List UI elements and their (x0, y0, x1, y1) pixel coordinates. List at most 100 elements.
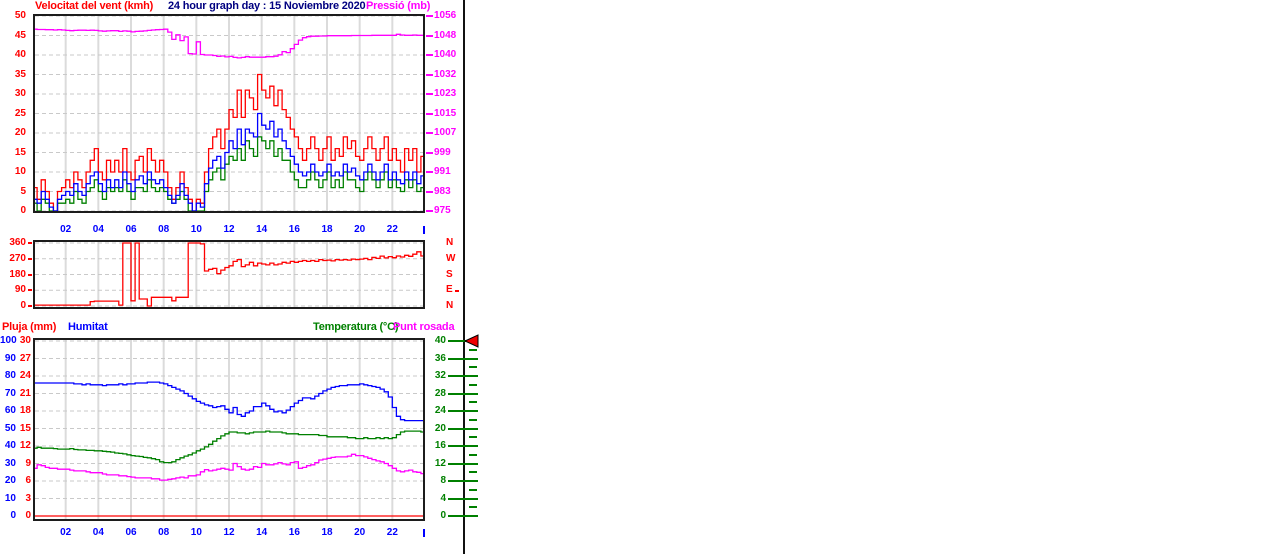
x-axis-tick-label: 08 (158, 527, 170, 538)
temperature-y-tick-label: 8 (440, 475, 446, 486)
pressure-y-tick-label: 1048 (434, 29, 457, 41)
x-axis-tick-label: 22 (386, 224, 398, 235)
temperature-y-tick-label: 28 (434, 387, 446, 399)
humidity-y-tick-label: 20 (4, 475, 16, 486)
temperature-y-tick-label-tick (448, 427, 478, 430)
dewpoint-axis-title: Punt rosada (393, 321, 455, 333)
rain-y-tick-label: 9 (25, 457, 31, 469)
direction-y-tick-label: 180 (9, 268, 26, 280)
temperature-y-tick-label-tick (448, 480, 478, 482)
rain-y-tick-label: 0 (25, 510, 31, 521)
temperature-minor-tick (469, 418, 477, 421)
humidity-y-tick-label: 80 (4, 370, 16, 381)
wind-axis-title: Velocitat del vent (kmh) (35, 0, 154, 12)
temperature-indicator-arrow (463, 334, 479, 348)
temperature-y-tick-label: 12 (434, 457, 446, 469)
rain-y-tick-label: 3 (25, 492, 31, 504)
temperature-y-tick-label: 0 (440, 510, 446, 521)
direction-y-tick-label: 270 (9, 252, 26, 264)
wind-y-tick-label: 45 (14, 29, 26, 41)
x-axis-tick-label: 04 (92, 224, 104, 235)
x-axis-tick-label: 08 (158, 224, 170, 235)
rain-y-tick-label: 21 (19, 387, 31, 399)
humidity-y-tick-label: 100 (0, 335, 17, 346)
pressure-y-tick-label-tick (426, 151, 433, 154)
temperature-minor-tick (469, 348, 477, 351)
temperature-y-tick-label: 20 (434, 422, 446, 434)
temperature-minor-tick (469, 453, 477, 456)
direction-axis-marker (455, 290, 459, 292)
temperature-y-tick-label: 36 (434, 352, 446, 364)
pressure-y-tick-label: 991 (434, 166, 451, 177)
pressure-y-tick-label: 975 (434, 205, 451, 216)
compass-label: E (446, 284, 453, 296)
rain-y-tick-label: 12 (19, 440, 31, 451)
temperature-minor-tick (469, 471, 477, 474)
humidity-y-tick-label: 70 (4, 387, 16, 399)
temperature-minor-tick (469, 506, 477, 509)
temperature-y-tick-label-tick (448, 357, 478, 360)
direction-y-tick-label-tick (28, 242, 32, 244)
wind-y-tick-label: 30 (14, 88, 26, 99)
pressure-y-tick-label-tick (426, 34, 433, 37)
wind-y-tick-label: 5 (20, 185, 26, 197)
pressure-y-tick-label: 983 (434, 185, 451, 197)
x-axis-tick-label: 02 (60, 224, 72, 235)
temperature-axis-title: Temperatura (°C) (313, 321, 399, 333)
temperature-y-tick-label-tick (448, 497, 478, 500)
pressure-y-tick-label: 1007 (434, 127, 457, 138)
humidity-y-tick-label: 40 (4, 440, 16, 451)
compass-label: N (446, 300, 454, 311)
direction-y-tick-label-tick (28, 273, 32, 276)
temperature-minor-tick (469, 488, 477, 491)
wind-y-tick-label: 35 (14, 68, 26, 80)
temperature-y-tick-label-tick (448, 410, 478, 412)
series-humitat (33, 381, 425, 422)
compass-label: N (446, 237, 454, 248)
rain-y-tick-label: 30 (19, 335, 31, 346)
wind-y-tick-label: 20 (14, 127, 26, 138)
graph-title: 24 hour graph day : 15 Noviembre 2020 (168, 0, 366, 12)
wind-y-tick-label: 25 (14, 107, 26, 119)
x-axis-tick-label: 16 (288, 224, 300, 235)
rain-axis-title: Pluja (mm) (2, 321, 57, 333)
humidity-y-tick-label: 60 (4, 405, 16, 416)
pressure-axis-title: Pressió (mb) (366, 0, 431, 12)
pressure-y-tick-label: 999 (434, 146, 451, 158)
temperature-y-tick-label-tick (448, 392, 478, 395)
temperature-y-tick-label-tick (448, 375, 478, 377)
x-axis-tick-label: 06 (125, 527, 137, 538)
series-pressure (33, 28, 425, 59)
humidity-y-tick-label: 90 (4, 352, 16, 364)
temperature-minor-tick (469, 383, 477, 386)
pressure-y-tick-label: 1040 (434, 49, 457, 60)
direction-y-tick-label-tick (28, 257, 32, 260)
pressure-y-tick-label-tick (426, 93, 433, 95)
pressure-y-tick-label-tick (426, 132, 433, 134)
pressure-y-tick-label-tick (426, 15, 433, 17)
humidity-y-tick-label: 50 (4, 422, 16, 434)
direction-y-tick-label: 360 (9, 237, 26, 248)
x-axis-tick-label: 06 (125, 224, 137, 235)
x-axis-tick-label: 10 (190, 527, 202, 538)
pressure-y-tick-label: 1056 (434, 10, 457, 21)
pressure-y-tick-label: 1015 (434, 107, 457, 119)
temperature-y-tick-label-tick (448, 340, 478, 342)
x-axis-tick-label: 16 (288, 527, 300, 538)
x-axis-tick-label: 12 (223, 527, 235, 538)
pressure-y-tick-label-tick (426, 210, 433, 212)
x-axis-tick-label: 04 (92, 527, 104, 538)
rain-y-tick-label: 24 (19, 370, 31, 381)
wind-y-tick-label: 15 (14, 146, 26, 158)
x-axis-tick-label: 02 (60, 527, 72, 538)
wind-direction-chart (33, 240, 425, 309)
pressure-y-tick-label-tick (426, 112, 433, 115)
humidity-y-tick-label: 0 (10, 510, 16, 521)
thermometer-axis-line (463, 0, 465, 554)
direction-y-tick-label-tick (28, 305, 32, 307)
humidity-y-tick-label: 30 (4, 457, 16, 469)
series-wind-low (33, 136, 425, 212)
temperature-y-tick-label: 40 (434, 335, 446, 346)
temperature-y-tick-label-tick (448, 515, 478, 517)
